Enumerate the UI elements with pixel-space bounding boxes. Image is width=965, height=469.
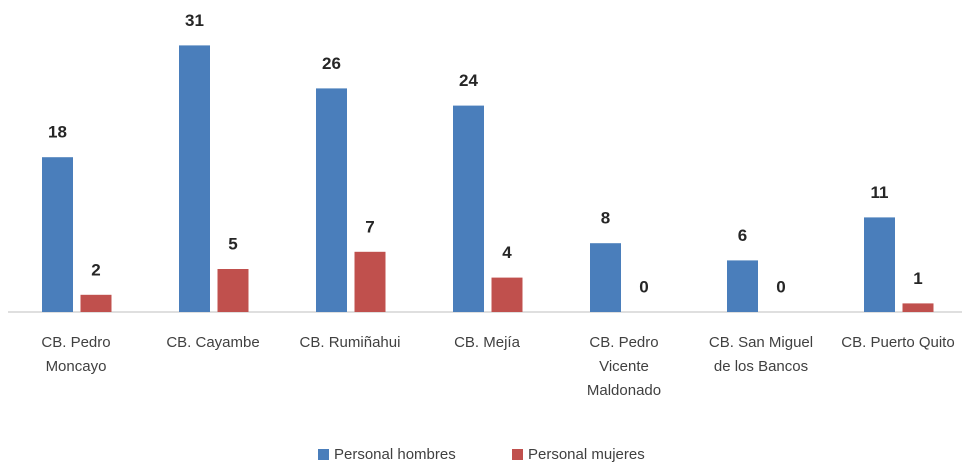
legend-swatch [512,449,523,460]
bar [316,88,347,313]
bar [491,277,523,312]
legend-label: Personal hombres [334,446,456,463]
value-label: 6 [738,226,747,245]
bar [590,243,621,312]
value-label: 2 [91,260,100,279]
legend-swatch [318,449,329,460]
value-label: 31 [185,11,204,30]
x-tick-label: Vicente [599,358,649,375]
bar [864,217,895,312]
bar [217,269,249,312]
bar [902,303,934,312]
x-tick-label: CB. Pedro [41,334,110,351]
value-label: 0 [776,277,785,296]
x-tick-label: Maldonado [587,382,661,399]
bar [179,45,210,313]
value-label: 1 [913,269,922,288]
x-tick-label: CB. Mejía [454,334,521,351]
bar [354,251,386,312]
x-tick-label: CB. Rumiñahui [300,334,401,351]
x-tick-label: CB. Pedro [589,334,658,351]
value-label: 24 [459,71,478,90]
value-label: 11 [871,183,889,202]
bar [80,294,112,312]
legend-label: Personal mujeres [528,446,645,463]
value-label: 18 [48,123,67,142]
bar [727,260,758,312]
value-label: 7 [365,217,374,236]
value-label: 0 [639,277,648,296]
x-tick-label: Moncayo [46,358,107,375]
value-label: 4 [502,243,512,262]
value-label: 5 [228,234,237,253]
x-tick-label: CB. Cayambe [166,334,259,351]
value-label: 8 [601,209,610,228]
x-tick-label: CB. Puerto Quito [841,334,954,351]
bar [42,157,73,312]
value-label: 26 [322,54,341,73]
x-tick-label: de los Bancos [714,358,808,375]
x-tick-label: CB. San Miguel [709,334,813,351]
bar [453,105,484,312]
